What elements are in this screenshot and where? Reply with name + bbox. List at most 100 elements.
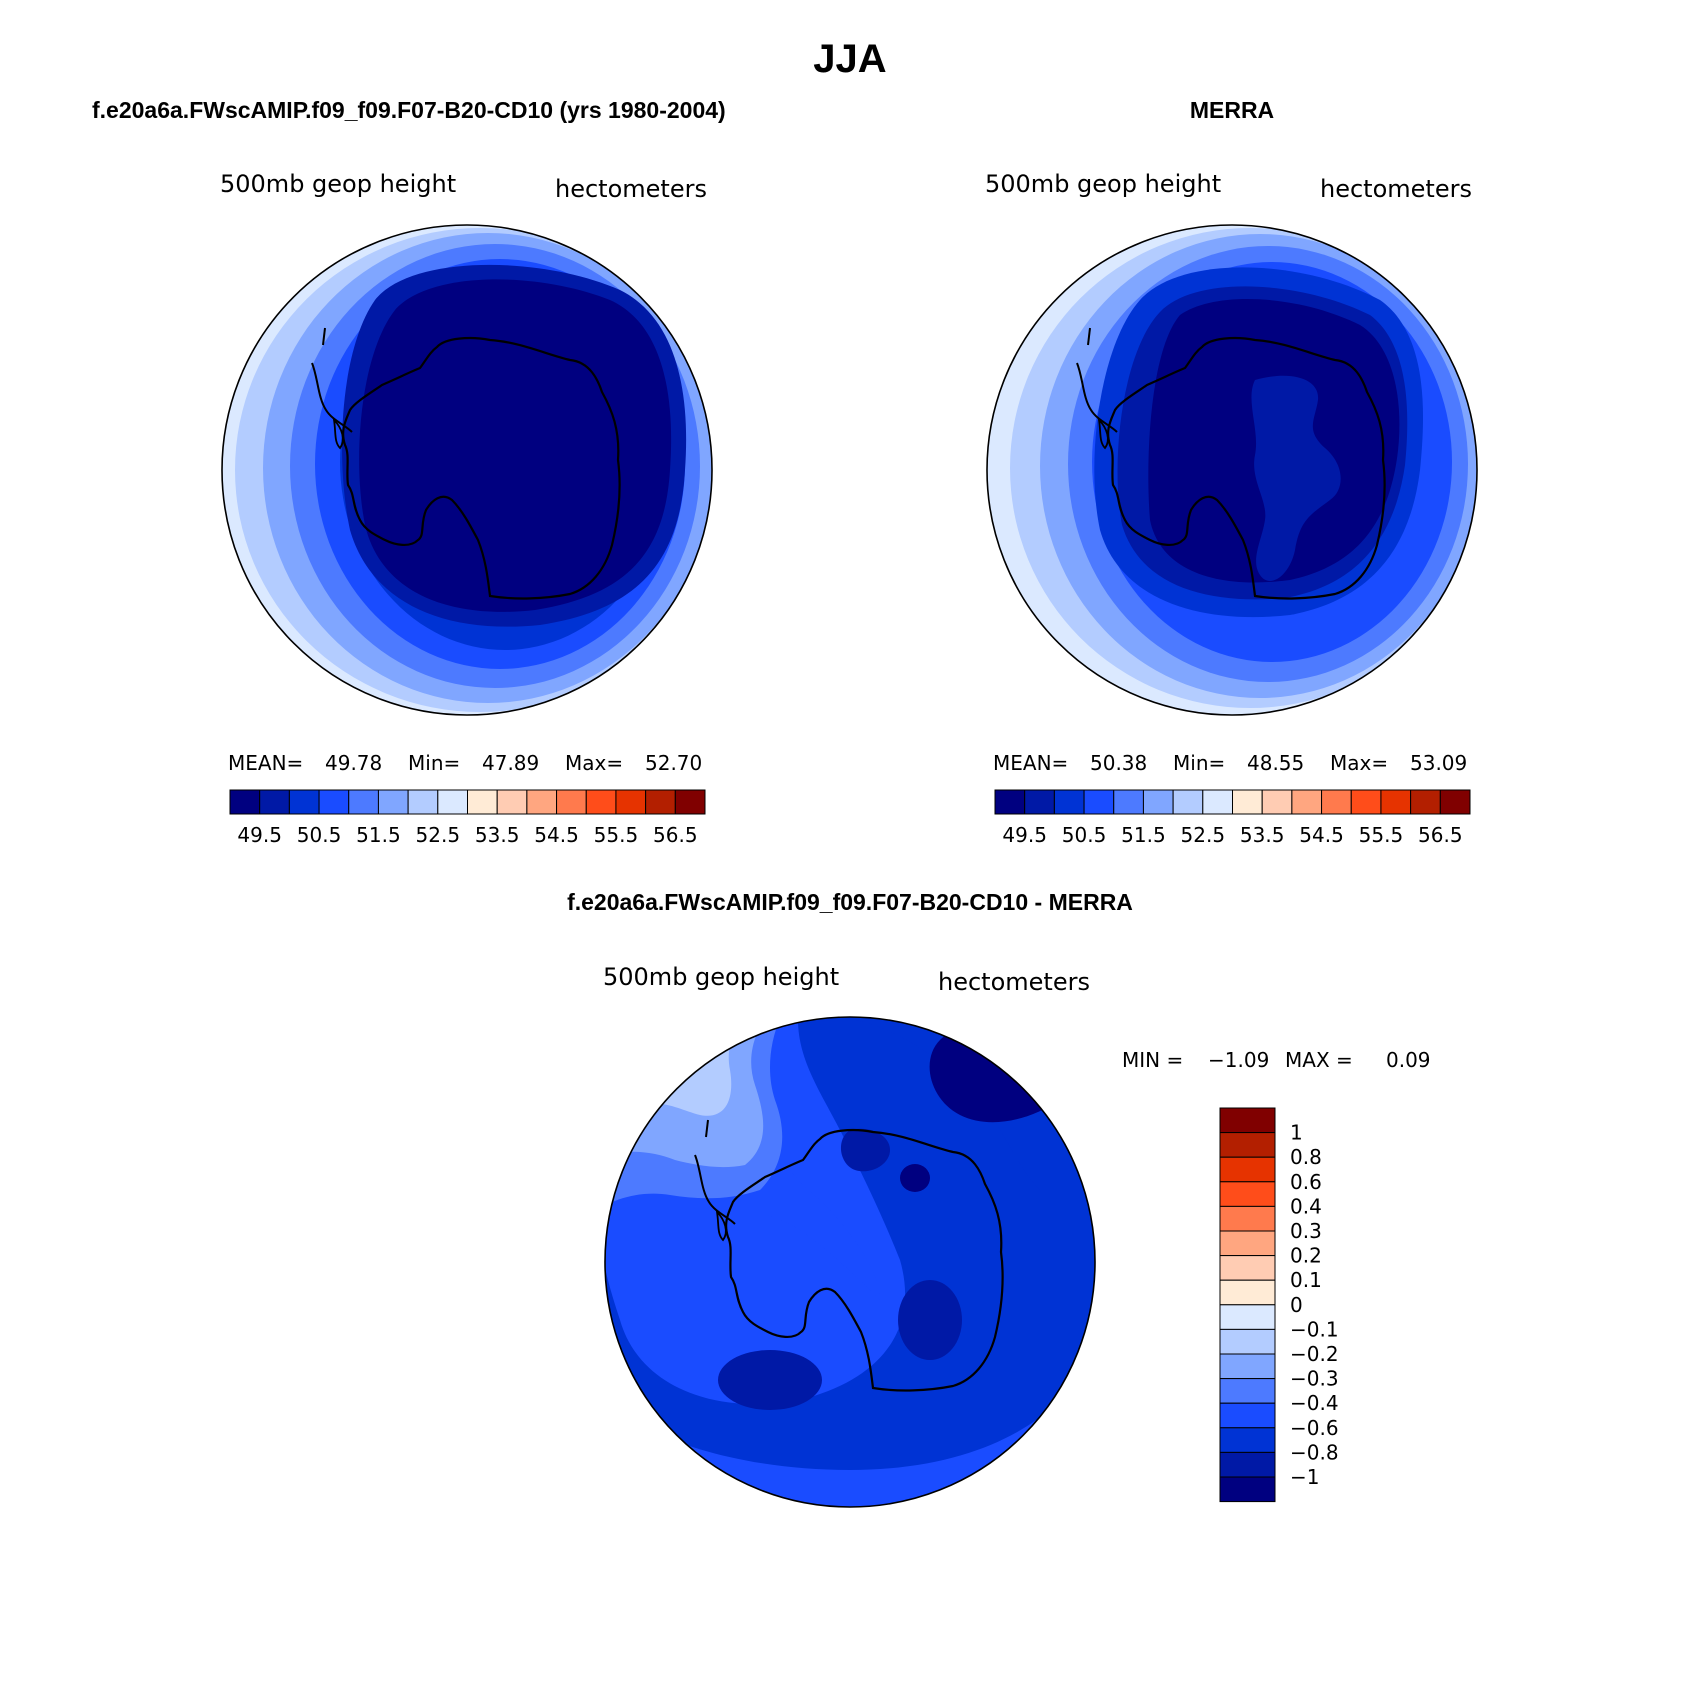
colorbar-model: 49.5 50.5 51.5 52.5 53.5 54.5 55.5 56.5 [229,789,706,847]
colorbar-swatch [1219,1205,1276,1232]
colorbar-tick-label: −0.6 [1290,1416,1339,1440]
colorbar-swatch [1232,789,1263,815]
min-label: Min= [1173,751,1225,775]
colorbar-swatch [1219,1476,1276,1503]
panel-difference-units: hectometers [938,968,1090,996]
colorbar-swatch [526,789,558,815]
panel-difference: f.e20a6a.FWscAMIP.f09_f09.F07-B20-CD10 -… [567,889,1431,1508]
colorbar-swatch [1219,1230,1276,1257]
colorbar-swatch [1202,789,1233,815]
colorbar-swatch [1219,1181,1276,1207]
colorbar-tick-label: −0.8 [1290,1440,1339,1464]
colorbar-swatch [437,789,468,815]
contour-band [1251,375,1341,581]
colorbar-tick-label: 0.2 [1290,1244,1322,1268]
colorbar-swatch [1291,789,1323,815]
colorbar-tick-label: 0.3 [1290,1219,1322,1243]
colorbar-tick-label: −0.2 [1290,1342,1339,1366]
min-label: Min= [408,751,460,775]
colorbar-swatch [1219,1402,1276,1429]
colorbar-merra: 49.5 50.5 51.5 52.5 53.5 54.5 55.5 56.5 [994,789,1471,847]
panel-model-title: f.e20a6a.FWscAMIP.f09_f09.F07-B20-CD10 (… [92,97,726,123]
colorbar-tick-label: 52.5 [1181,823,1226,847]
colorbar-tick-label: −0.3 [1290,1367,1339,1391]
panel-model-variable: 500mb geop height [220,170,456,198]
colorbar-swatch [1219,1427,1276,1453]
colorbar-tick-label: 50.5 [1062,823,1107,847]
mean-label: MEAN= [228,751,303,775]
colorbar-tick-label: 53.5 [1240,823,1285,847]
colorbar-tick-label: 50.5 [297,823,342,847]
colorbar-tick-label: 55.5 [594,823,639,847]
colorbar-swatch [348,789,379,815]
max-label: Max= [1330,751,1388,775]
colorbar-tick-label: 52.5 [416,823,461,847]
colorbar-swatch [1410,789,1441,815]
contour-band [605,1017,1040,1190]
colorbar-swatch [994,789,1026,815]
colorbar-tick-label: 49.5 [237,823,282,847]
colorbar-tick-label: −0.1 [1290,1317,1339,1341]
colorbar-swatch [615,789,647,815]
contour-band [898,1280,962,1360]
colorbar-tick-label: 53.5 [475,823,520,847]
colorbar-swatch [1219,1132,1276,1158]
colorbar-tick-label: 0.6 [1290,1170,1322,1194]
panel-merra-stats: MEAN= 50.38 Min= 48.55 Max= 53.09 [993,751,1467,775]
map-difference [605,1017,1095,1507]
colorbar-swatch [1142,789,1174,815]
min-value: 48.55 [1247,751,1304,775]
coastline-antarctica [620,1119,1004,1392]
colorbar-swatch [407,789,439,815]
panel-model-stats: MEAN= 49.78 Min= 47.89 Max= 52.70 [228,751,702,775]
panel-merra-title: MERRA [1190,97,1274,123]
panel-merra-units: hectometers [1320,175,1472,203]
colorbar-swatch [1350,789,1382,815]
colorbar-tick-label: 54.5 [534,823,579,847]
contour-band [718,1350,822,1410]
mean-value: 50.38 [1090,751,1147,775]
colorbar-tick-label: 0.8 [1290,1145,1322,1169]
panel-merra-variable: 500mb geop height [985,170,1221,198]
colorbar-swatch [259,789,290,815]
panel-difference-variable: 500mb geop height [603,963,839,991]
panel-difference-stats: MIN = −1.09 MAX = 0.09 [1122,1048,1431,1072]
contour-band [840,1128,890,1172]
map-difference-border [604,1016,1096,1508]
map-model [222,225,712,715]
colorbar-swatch [1219,1156,1276,1183]
colorbar-tick-label: 54.5 [1299,823,1344,847]
contour-band [359,279,672,612]
max-value: 0.09 [1386,1048,1431,1072]
panel-model: f.e20a6a.FWscAMIP.f09_f09.F07-B20-CD10 (… [92,97,726,847]
max-value: 53.09 [1410,751,1467,775]
colorbar-tick-label: 56.5 [1418,823,1463,847]
colorbar-tick-label: 55.5 [1359,823,1404,847]
colorbar-swatch [467,789,498,815]
map-model-border [221,224,713,716]
colorbar-swatch [229,789,261,815]
colorbar-swatch [1321,789,1352,815]
colorbar-swatch [1219,1255,1276,1281]
colorbar-tick-label: 51.5 [356,823,401,847]
colorbar-swatch [1024,789,1055,815]
colorbar-swatch [1083,789,1115,815]
colorbar-swatch [556,789,587,815]
colorbar-swatch [645,789,676,815]
colorbar-swatch [288,789,320,815]
colorbar-difference: 10.80.60.40.30.20.10−0.1−0.2−0.3−0.4−0.6… [1219,1107,1339,1503]
colorbar-swatch [1219,1304,1276,1330]
colorbar-swatch [1219,1107,1276,1134]
colorbar-tick-label: 56.5 [653,823,698,847]
mean-value: 49.78 [325,751,382,775]
colorbar-tick-label: 0.4 [1290,1194,1322,1218]
colorbar-swatch [1113,789,1144,815]
panel-merra: MERRA 500mb geop height hectometers MEAN… [985,97,1478,847]
panel-difference-title: f.e20a6a.FWscAMIP.f09_f09.F07-B20-CD10 -… [567,889,1133,915]
max-value: 52.70 [645,751,702,775]
colorbar-swatch [1219,1378,1276,1404]
mean-label: MEAN= [993,751,1068,775]
colorbar-tick-label: 49.5 [1002,823,1047,847]
colorbar-swatch [1172,789,1204,815]
